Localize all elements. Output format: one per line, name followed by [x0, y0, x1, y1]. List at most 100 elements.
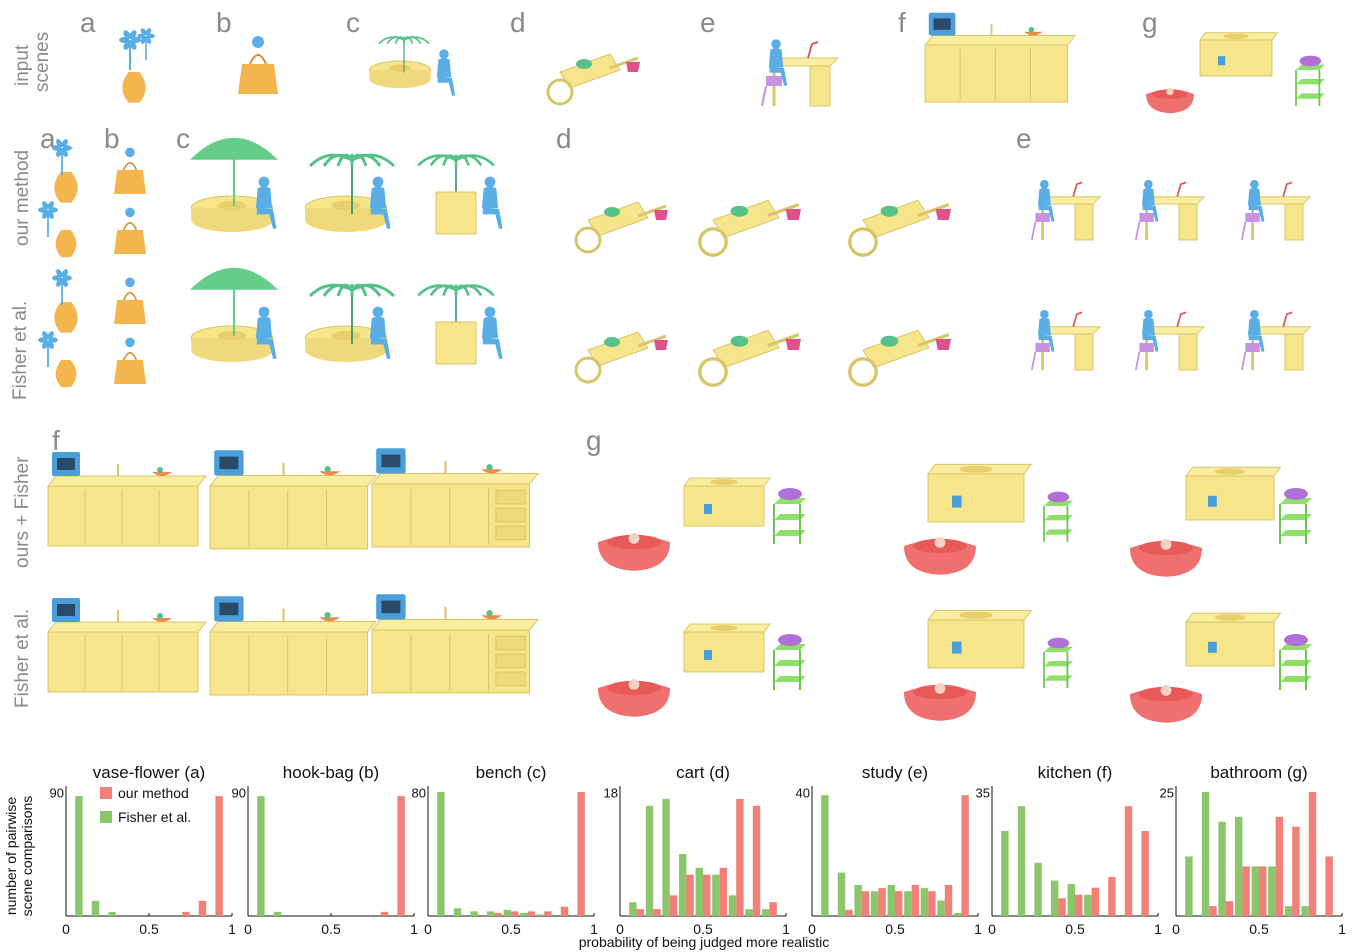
sink	[959, 465, 993, 473]
human-torso	[369, 316, 387, 339]
fruit	[324, 612, 331, 619]
fruit-bowl	[152, 618, 172, 622]
bar-ours	[928, 891, 936, 916]
bar-ours	[769, 902, 777, 916]
bar-ours	[1308, 792, 1317, 916]
bar-ours	[752, 805, 761, 916]
hook	[252, 36, 264, 48]
shelf-tier	[774, 514, 806, 520]
bar-ours	[1242, 866, 1250, 916]
chair-seat	[1139, 343, 1154, 352]
flower-petal	[140, 28, 147, 36]
fruit-bowl	[1023, 31, 1043, 36]
oven-window	[933, 18, 951, 30]
human-legs	[482, 337, 503, 359]
study-desk	[1240, 181, 1312, 241]
bar-ours	[1141, 830, 1149, 916]
cart-plant	[730, 335, 749, 347]
human-figure	[436, 49, 456, 96]
baby-tub	[1130, 685, 1202, 723]
planter-bench	[435, 321, 477, 365]
y-max-label: 90	[232, 786, 246, 801]
green-shelf	[1043, 491, 1073, 542]
flower	[137, 28, 155, 60]
vanity-body	[1185, 475, 1275, 521]
vase-body	[54, 302, 78, 333]
laundry-basket	[1299, 55, 1322, 67]
human-legs	[1038, 334, 1055, 352]
cabinet-body	[47, 485, 199, 547]
panel-letter-c: c	[346, 7, 360, 38]
panel-letter-c: c	[176, 123, 190, 154]
wheelbarrow	[546, 53, 640, 106]
row-label-fisher-2: Fisher et al.	[12, 608, 33, 708]
bag	[114, 337, 146, 384]
bar-fisher	[520, 912, 528, 916]
planter-bench	[435, 191, 477, 235]
human-head	[258, 306, 270, 318]
histogram-1: hook-bag (b) 90 0 0.5 1	[232, 763, 419, 937]
chair-seat	[1035, 343, 1050, 352]
bar-fisher	[870, 891, 879, 916]
counter-top	[923, 35, 1077, 46]
flower-petal	[47, 201, 54, 210]
chair-seat	[766, 76, 782, 86]
panel-letter-b: b	[104, 123, 120, 154]
x-tick-label: 0	[1172, 921, 1180, 937]
cart-wheel	[848, 227, 878, 257]
human-torso	[436, 58, 452, 78]
laundry-basket	[1284, 634, 1308, 646]
human-torso	[1037, 317, 1051, 336]
bar-fisher	[695, 867, 703, 916]
shelf-tier	[1044, 529, 1073, 535]
fruit-bowl	[152, 472, 172, 476]
cabinet-shelf	[495, 635, 526, 651]
kitchen-cabinet	[46, 452, 208, 547]
shelf-tier	[1280, 644, 1312, 650]
lamp	[1282, 311, 1293, 328]
bar-fisher	[1034, 862, 1042, 916]
bar-ours	[911, 885, 920, 916]
bag	[238, 36, 278, 94]
desk-drawers	[1178, 203, 1198, 241]
cabinet-body	[924, 44, 1068, 103]
bench-side	[305, 208, 387, 232]
green-shelf	[1295, 55, 1325, 106]
bar-ours	[736, 798, 744, 916]
shelf-tier	[774, 676, 806, 682]
bar-fisher	[1284, 906, 1293, 916]
bag-handle	[122, 222, 138, 231]
wheelbarrow	[698, 329, 801, 387]
human-figure	[1037, 309, 1055, 352]
cart-wheel	[574, 226, 602, 254]
bathroom-vanity	[683, 477, 771, 527]
bottle	[952, 495, 962, 508]
legend-label: Fisher et al.	[118, 809, 191, 825]
cart-basket	[935, 339, 951, 350]
study-desk	[1030, 311, 1102, 371]
oven-window	[381, 600, 401, 614]
shelf-tier	[1280, 530, 1312, 536]
bar-fisher	[503, 909, 511, 916]
bar-fisher	[1084, 894, 1092, 916]
shelf-tier	[1044, 661, 1073, 667]
kitchen-cabinet	[208, 450, 377, 550]
human-legs	[1142, 334, 1159, 352]
x-tick-label: 0.5	[885, 921, 905, 937]
human-torso	[1247, 187, 1261, 206]
baby	[628, 533, 640, 544]
fruit-bowl	[481, 469, 503, 474]
bag-handle	[122, 162, 138, 171]
human-legs	[1142, 204, 1159, 222]
desk-drawers	[1284, 203, 1304, 241]
bar-fisher	[1268, 866, 1276, 916]
vanity-body	[927, 473, 1025, 523]
shelf-tier	[1044, 500, 1073, 506]
bag	[114, 277, 146, 324]
shelf-tier	[1044, 646, 1073, 652]
vase	[54, 172, 78, 203]
counter-top	[208, 621, 377, 633]
bar-fisher	[437, 792, 445, 916]
cabinet-shelf	[495, 489, 526, 505]
